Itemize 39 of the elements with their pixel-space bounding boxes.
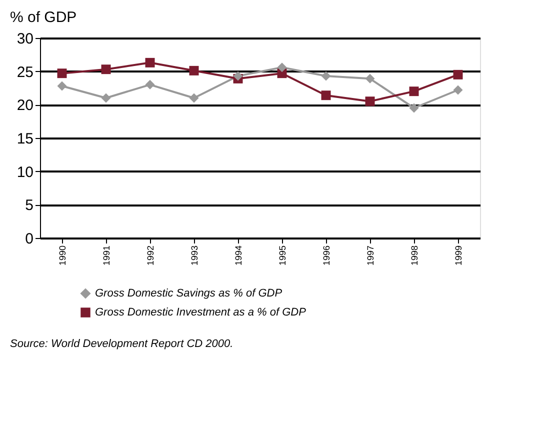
x-tick-label: 1992 [146,246,156,266]
y-tick-label: 25 [16,64,34,81]
y-tick-label: 15 [16,130,34,148]
point [277,62,287,72]
point [189,66,199,76]
point [57,81,67,91]
source-note: Source: World Development Report CD 2000. [10,338,234,350]
point [409,86,419,96]
point [101,64,111,74]
x-tick-label: 1996 [322,246,332,266]
point [321,90,331,100]
point [321,71,331,81]
point [365,74,375,84]
y-tick-label: 0 [25,230,34,248]
point [189,93,199,103]
point [453,70,463,80]
y-tick-label: 5 [25,197,34,214]
point [145,80,155,90]
x-tick-label: 1991 [102,246,112,266]
x-tick-label: 1990 [58,246,68,266]
legend-label: Gross Domestic Savings as % of GDP [95,288,283,300]
x-tick-label: 1997 [366,246,376,266]
x-tick-label: 1999 [454,246,464,266]
point [233,71,243,81]
point [145,58,155,68]
y-axis-title: % of GDP [10,9,77,26]
x-tick-label: 1998 [410,246,420,266]
x-tick-label: 1994 [234,246,244,266]
point [57,68,67,78]
point [453,85,463,95]
point [409,103,419,113]
point [365,96,375,106]
point [101,93,111,103]
y-tick-label: 10 [16,164,34,181]
legend-label: Gross Domestic Investment as a % of GDP [95,306,307,318]
y-tick-label: 20 [16,97,34,114]
y-tick-label: 30 [16,30,34,48]
x-tick-label: 1993 [190,246,200,266]
x-tick-label: 1995 [278,246,288,266]
